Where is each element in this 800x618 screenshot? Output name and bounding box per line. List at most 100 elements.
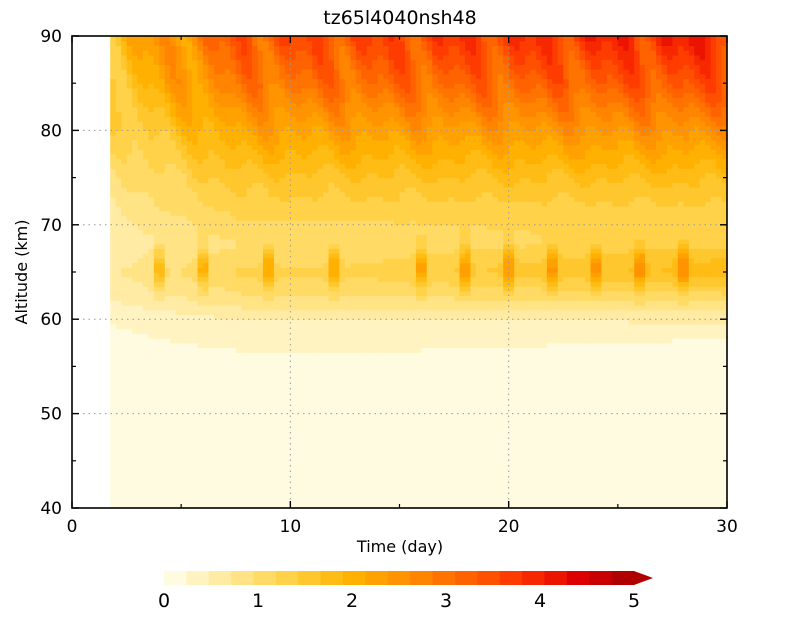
heat-cell [115,54,122,61]
heat-cell [181,352,188,358]
heat-cell [312,484,319,490]
heat-cell [115,130,122,136]
heat-cell [148,456,155,462]
heat-cell [290,201,297,207]
heat-cell [344,498,351,504]
heat-cell [208,323,215,330]
heat-cell [372,130,379,136]
heat-cell [252,111,259,117]
heat-cell [159,243,166,249]
heat-cell [328,338,335,344]
heat-cell [284,172,291,179]
heat-cell [192,314,199,320]
heat-cell [148,465,155,471]
heat-cell [126,59,133,65]
heat-cell [181,286,188,292]
heat-cell [115,361,122,367]
heat-cell [377,418,384,424]
heat-cell [252,83,259,89]
heat-cell [334,111,341,117]
heat-cell [366,470,373,476]
heat-cell [295,257,302,264]
heat-cell [323,479,330,485]
heat-cell [115,111,122,117]
heat-cell [246,290,253,297]
heat-cell [257,158,264,165]
heat-cell [230,460,237,467]
heat-cell [121,390,128,396]
heat-cell [257,281,264,287]
heat-cell [115,272,122,278]
heat-cell [366,394,373,401]
heat-cell [268,253,275,259]
heat-cell [284,229,291,235]
heat-cell [121,201,128,207]
heat-cell [312,64,319,70]
heat-cell [142,385,150,391]
heat-cell [372,187,379,193]
heat-cell [192,328,199,334]
heat-cell [344,305,351,311]
heat-cell [192,446,199,452]
heat-cell [164,83,171,89]
heat-cell [164,257,171,264]
heat-cell [230,380,237,386]
heat-cell [328,418,335,424]
heat-cell [203,106,210,113]
heat-cell [252,36,259,42]
heat-cell [153,295,160,301]
heat-cell [284,493,291,500]
heat-cell [213,272,220,278]
heat-cell [115,371,122,377]
heat-cell [252,342,259,349]
heat-cell [213,243,220,249]
heat-cell [366,220,373,226]
heat-cell [355,130,362,136]
heat-cell [268,371,275,377]
heat-cell [142,375,150,382]
heat-cell [230,446,237,452]
heat-cell [268,437,275,443]
heat-cell [235,309,242,316]
heat-cell [366,446,373,452]
heat-cell [115,404,122,410]
heat-cell [121,276,128,283]
heat-cell [153,111,160,117]
heat-cell [148,446,155,452]
heat-cell [224,479,231,485]
heat-cell [372,338,379,344]
heat-cell [235,498,242,504]
heat-cell [344,361,351,367]
heat-cell [377,215,384,221]
heat-cell [273,295,281,301]
heat-cell [257,498,264,504]
heat-cell [284,356,291,363]
heat-cell [355,172,362,179]
heat-cell [235,111,242,117]
heat-cell [339,319,346,325]
heat-cell [224,380,231,386]
heat-cell [312,253,319,259]
heat-cell [312,474,319,481]
heat-cell [290,333,297,339]
heat-cell [115,163,122,169]
heat-cell [263,248,270,254]
heat-cell [323,97,330,103]
heat-cell [192,474,199,481]
heat-cell [339,253,346,259]
heat-cell [273,111,281,117]
heat-cell [241,446,248,452]
heat-cell [126,116,133,122]
heat-cell [317,390,324,396]
heat-cell [153,427,160,434]
heat-cell [350,390,357,396]
heat-cell [137,262,144,268]
heat-cell [203,427,210,434]
heat-cell [230,83,237,89]
heat-cell [273,418,281,424]
heat-cell [170,97,177,103]
heat-cell [181,139,188,146]
heat-cell [121,465,128,471]
heat-cell [235,437,242,443]
heat-cell [366,92,373,98]
